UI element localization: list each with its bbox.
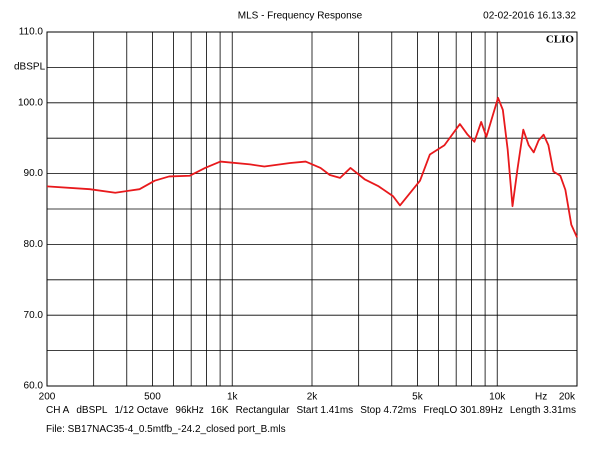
- chart-title: MLS - Frequency Response: [238, 11, 363, 22]
- setting: FreqLO 301.89Hz: [423, 405, 503, 416]
- setting: Rectangular: [235, 405, 290, 416]
- x-tick-label: 2k: [307, 392, 319, 403]
- setting: 16K: [210, 405, 229, 416]
- response-curve: [46, 96, 578, 238]
- x-tick-label: 5k: [412, 392, 424, 403]
- timestamp: 02-02-2016 16.13.32: [483, 11, 576, 22]
- x-tick-label: 10k: [489, 392, 506, 403]
- x-tick-label: 20k: [559, 392, 576, 403]
- setting: Stop 4.72ms: [360, 405, 417, 416]
- setting: Length 3.31ms: [509, 405, 577, 416]
- y-tick-label: 80.0: [24, 239, 44, 250]
- brand-label: CLIO: [546, 34, 575, 46]
- setting: CH A: [46, 405, 70, 416]
- settings-line: CH A dBSPL 1/12 Octave 96kHz 16K Rectangular S…: [46, 405, 576, 416]
- setting: 96kHz: [175, 405, 204, 416]
- x-unit-label: Hz: [535, 392, 547, 403]
- setting: 1/12 Octave: [114, 405, 169, 416]
- setting: Start 1.41ms: [296, 405, 354, 416]
- plot-frame: [46, 31, 578, 387]
- x-tick-label: 1k: [227, 392, 239, 403]
- y-tick-label: 100.0: [18, 97, 43, 108]
- file-name: File: SB17NAC35-4_0.5mtfb_-24.2_closed p…: [46, 424, 286, 435]
- setting: dBSPL: [76, 405, 108, 416]
- x-tick-label: 200: [39, 392, 56, 403]
- x-tick-label: 500: [144, 392, 161, 403]
- y-axis-label: dBSPL: [14, 62, 46, 73]
- y-tick-label: 70.0: [24, 310, 44, 321]
- y-tick-label: 90.0: [24, 168, 44, 179]
- y-tick-label: 60.0: [24, 381, 44, 392]
- y-tick-label: 110.0: [19, 27, 44, 38]
